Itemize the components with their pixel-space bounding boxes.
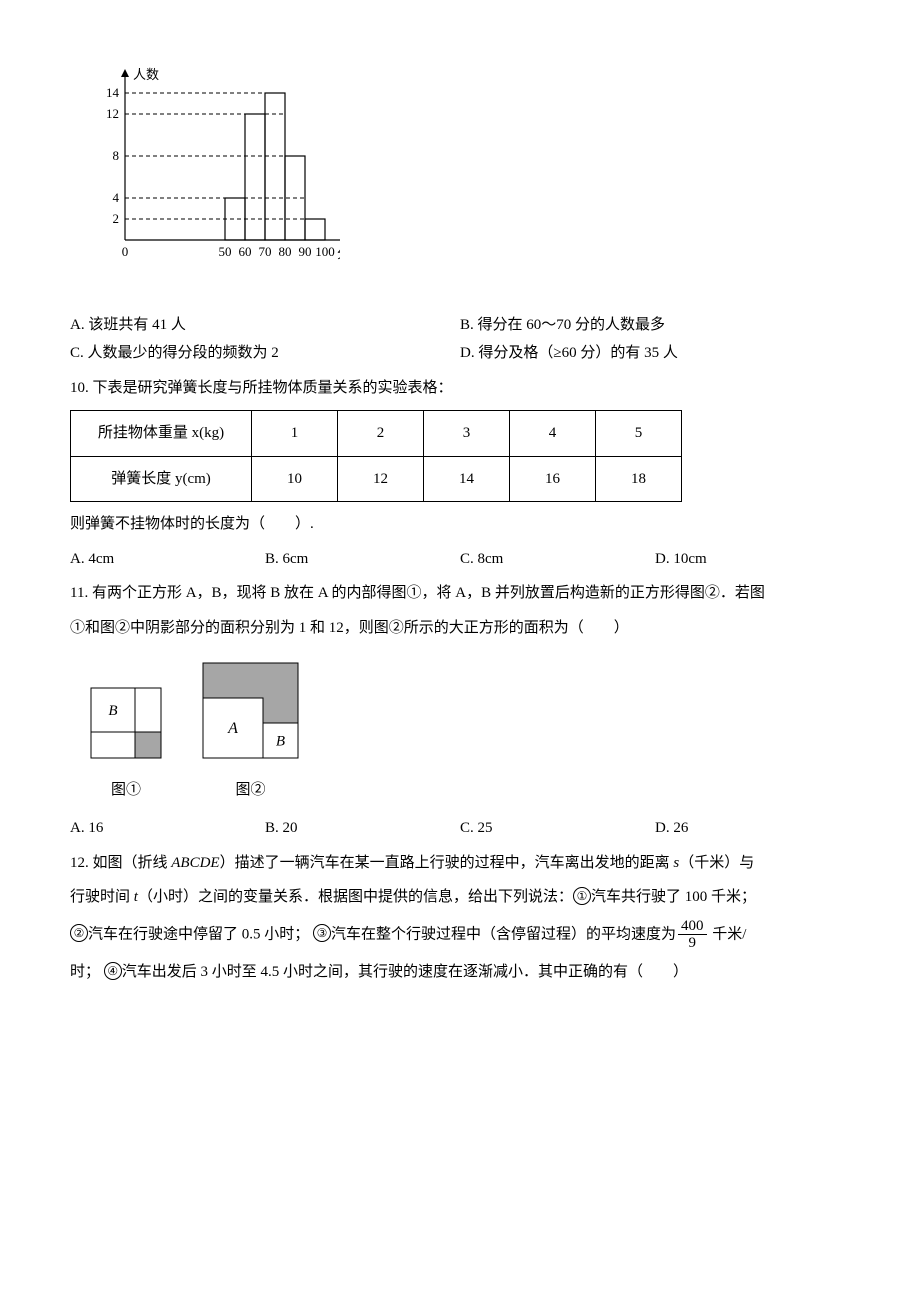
q10-row1-header: 所挂物体重量 x(kg) bbox=[71, 411, 252, 457]
q12-s3b: 千米/ bbox=[709, 926, 747, 942]
svg-text:80: 80 bbox=[279, 244, 292, 259]
q11-fig1-svg: B bbox=[90, 687, 162, 759]
q10-x1: 1 bbox=[252, 411, 338, 457]
svg-text:8: 8 bbox=[113, 148, 120, 163]
q10-x2: 2 bbox=[338, 411, 424, 457]
svg-text:70: 70 bbox=[259, 244, 272, 259]
svg-text:B: B bbox=[108, 703, 117, 719]
q10-x3: 3 bbox=[424, 411, 510, 457]
q11-stem2: ①和图②中阴影部分的面积分别为 1 和 12，则图②所示的大正方形的面积为（ ） bbox=[70, 614, 850, 643]
q9-opt-d: D. 得分及格（≥60 分）的有 35 人 bbox=[460, 339, 850, 368]
q11-opt-c: C. 25 bbox=[460, 814, 655, 843]
svg-text:14: 14 bbox=[106, 85, 120, 100]
q10-table: 所挂物体重量 x(kg) 1 2 3 4 5 弹簧长度 y(cm) 10 12 … bbox=[70, 410, 682, 502]
q10-options: A. 4cm B. 6cm C. 8cm D. 10cm bbox=[70, 545, 850, 574]
svg-text:A: A bbox=[227, 720, 238, 737]
q10-row2-label: 弹簧长度 y(cm) bbox=[111, 471, 211, 487]
svg-text:50: 50 bbox=[219, 244, 232, 259]
histogram-chart: 人数分数 2 4 8 12 14 0 50 60 70 80 90100 bbox=[80, 60, 850, 281]
q10-row2-header: 弹簧长度 y(cm) bbox=[71, 456, 252, 502]
q12-s3c: 时； bbox=[70, 964, 100, 980]
svg-text:人数: 人数 bbox=[133, 67, 159, 82]
q11-stem1: 11. 有两个正方形 A，B，现将 B 放在 A 的内部得图①，将 A，B 并列… bbox=[70, 579, 850, 608]
q12-fraction: 4009 bbox=[678, 918, 707, 952]
svg-text:分数: 分数 bbox=[337, 246, 340, 261]
q9-options: A. 该班共有 41 人 B. 得分在 60～70 分的人数最多 C. 人数最少… bbox=[70, 311, 850, 368]
q11-opt-b: B. 20 bbox=[265, 814, 460, 843]
q12-abcde: ABCDE bbox=[171, 855, 219, 871]
q12-s3a: 汽车在整个行驶过程中（含停留过程）的平均速度为 bbox=[331, 926, 676, 942]
q10-y4: 16 bbox=[510, 456, 596, 502]
svg-text:90: 90 bbox=[299, 244, 312, 259]
q11-fig2-svg: AB bbox=[202, 662, 299, 759]
q12-s2a: 汽车在行驶途中停留了 0.5 小时； bbox=[88, 926, 309, 942]
q10-opt-a: A. 4cm bbox=[70, 545, 265, 574]
histogram-svg: 人数分数 2 4 8 12 14 0 50 60 70 80 90100 bbox=[80, 60, 340, 270]
q12-s1: 汽车共行驶了 100 千米； bbox=[591, 889, 756, 905]
q12-frac-den: 9 bbox=[678, 935, 707, 952]
q11-fig2-wrap: AB 图② bbox=[202, 662, 299, 804]
q12-t1: 12. 如图（折线 bbox=[70, 855, 171, 871]
q10-y2: 12 bbox=[338, 456, 424, 502]
q10-row1-label: 所挂物体重量 x(kg) bbox=[98, 425, 224, 441]
svg-text:100: 100 bbox=[315, 244, 335, 259]
q12-t3: （千米）与 bbox=[679, 855, 754, 871]
q12-line3: ②汽车在行驶途中停留了 0.5 小时； ③汽车在整个行驶过程中（含停留过程）的平… bbox=[70, 918, 850, 952]
svg-text:4: 4 bbox=[113, 190, 120, 205]
svg-text:12: 12 bbox=[106, 106, 119, 121]
q11-stem1-text: 11. 有两个正方形 A，B，现将 B 放在 A 的内部得图①，将 A，B 并列… bbox=[70, 585, 765, 601]
q11-opt-d: D. 26 bbox=[655, 814, 850, 843]
q12-s4: 汽车出发后 3 小时至 4.5 小时之间，其行驶的速度在逐渐减小．其中正确的有（… bbox=[122, 964, 688, 980]
q10-opt-c: C. 8cm bbox=[460, 545, 655, 574]
q11-figures: B 图① AB 图② bbox=[90, 662, 850, 804]
svg-text:0: 0 bbox=[122, 244, 129, 259]
q9-opt-a: A. 该班共有 41 人 bbox=[70, 311, 460, 340]
q12-frac-num: 400 bbox=[678, 918, 707, 936]
q12-c2: ② bbox=[70, 924, 88, 942]
q11-opt-a: A. 16 bbox=[70, 814, 265, 843]
q12-line2: 行驶时间 t（小时）之间的变量关系．根据图中提供的信息，给出下列说法：①汽车共行… bbox=[70, 883, 850, 912]
q10-opt-b: B. 6cm bbox=[265, 545, 460, 574]
q11-fig1-wrap: B 图① bbox=[90, 687, 162, 804]
svg-text:B: B bbox=[276, 734, 285, 750]
q11-stem2-text: ①和图②中阴影部分的面积分别为 1 和 12，则图②所示的大正方形的面积为（ ） bbox=[70, 620, 629, 636]
q12-t2: ）描述了一辆汽车在某一直路上行驶的过程中，汽车离出发地的距离 bbox=[220, 855, 674, 871]
q9-opt-b: B. 得分在 60～70 分的人数最多 bbox=[460, 311, 850, 340]
q10-tail: 则弹簧不挂物体时的长度为（ ）. bbox=[70, 510, 850, 539]
svg-text:60: 60 bbox=[239, 244, 252, 259]
q9-opt-c: C. 人数最少的得分段的频数为 2 bbox=[70, 339, 460, 368]
q12-c4: ④ bbox=[104, 962, 122, 980]
q10-y3: 14 bbox=[424, 456, 510, 502]
q10-stem: 10. 下表是研究弹簧长度与所挂物体质量关系的实验表格： bbox=[70, 374, 850, 403]
q12-line1: 12. 如图（折线 ABCDE）描述了一辆汽车在某一直路上行驶的过程中，汽车离出… bbox=[70, 849, 850, 878]
q11-fig1-caption: 图① bbox=[90, 776, 162, 805]
q10-y5: 18 bbox=[596, 456, 682, 502]
q12-c3: ③ bbox=[313, 924, 331, 942]
q10-x5: 5 bbox=[596, 411, 682, 457]
q11-options: A. 16 B. 20 C. 25 D. 26 bbox=[70, 814, 850, 843]
q12-t4: 行驶时间 bbox=[70, 889, 134, 905]
q12-c1: ① bbox=[573, 887, 591, 905]
q12-t5: （小时）之间的变量关系．根据图中提供的信息，给出下列说法： bbox=[138, 889, 573, 905]
svg-text:2: 2 bbox=[113, 211, 120, 226]
q10-x4: 4 bbox=[510, 411, 596, 457]
q10-y1: 10 bbox=[252, 456, 338, 502]
q11-fig2-caption: 图② bbox=[202, 776, 299, 805]
q12-line4: 时； ④汽车出发后 3 小时至 4.5 小时之间，其行驶的速度在逐渐减小．其中正… bbox=[70, 958, 850, 987]
q10-opt-d: D. 10cm bbox=[655, 545, 850, 574]
